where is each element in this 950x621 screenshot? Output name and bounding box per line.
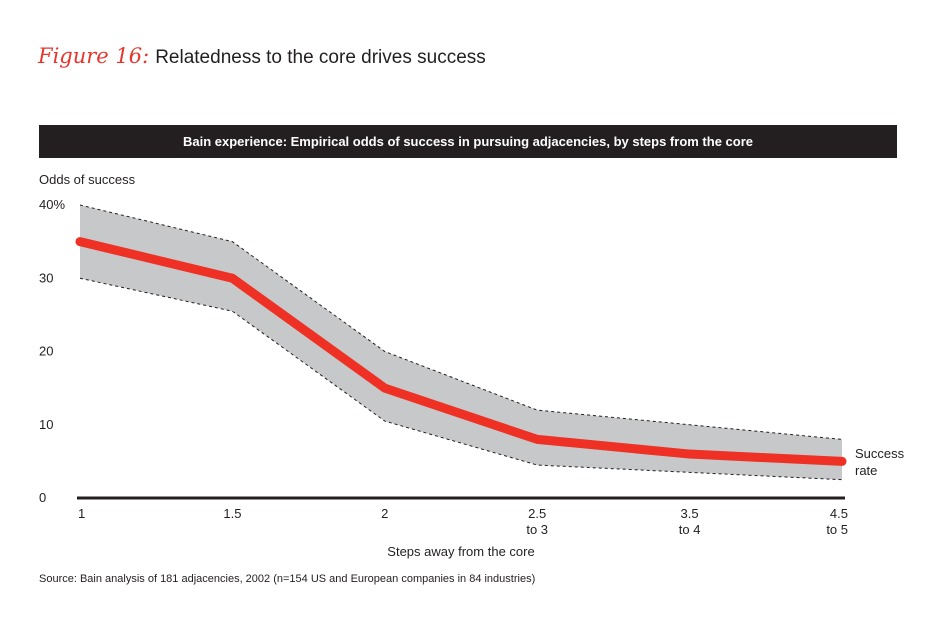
x-tick-label: 4.5 to 5 [826, 506, 848, 537]
confidence-band-layer [79, 204, 843, 481]
x-axis-label: Steps away from the core [387, 544, 534, 559]
x-tick-line: 1 [78, 506, 85, 521]
series-line-layer [75, 237, 847, 466]
x-tick-line: to 4 [679, 522, 701, 537]
x-tick-line: 4.5 [830, 506, 848, 521]
chart-banner: Bain experience: Empirical odds of succe… [39, 125, 897, 158]
series-label-line: Success [855, 446, 905, 461]
y-tick-label: 10 [39, 417, 53, 432]
x-tick-line: 2 [381, 506, 388, 521]
x-tick-label: 1 [78, 506, 85, 521]
source-note: Source: Bain analysis of 181 adjacencies… [39, 573, 536, 585]
y-tick-label: 40% [39, 197, 65, 212]
y-axis-label: Odds of success [39, 172, 136, 187]
x-tick-line: to 3 [526, 522, 548, 537]
x-tick-line: 1.5 [223, 506, 241, 521]
x-tick-line: 2.5 [528, 506, 546, 521]
y-tick-label: 30 [39, 270, 53, 285]
figure-title: Figure 16: Relatedness to the core drives… [38, 44, 486, 69]
y-tick-label: 20 [39, 344, 53, 359]
label-layer: Odds of success Steps away from the core S… [39, 172, 905, 559]
figure-number: Figure 16: [38, 44, 150, 68]
x-tick-line: 3.5 [681, 506, 699, 521]
success-rate-line [75, 237, 847, 466]
series-label-line: rate [855, 463, 877, 478]
y-tick-label: 0 [39, 490, 46, 505]
figure-heading: Relatedness to the core drives success [155, 47, 486, 68]
confidence-band [80, 205, 842, 480]
x-tick-line: to 5 [826, 522, 848, 537]
band-upper-edge [79, 204, 843, 440]
band-lower-edge [79, 277, 843, 481]
x-tick-label: 2 [381, 506, 388, 521]
series-label: Success rate [855, 446, 905, 478]
x-tick-label: 3.5 to 4 [679, 506, 701, 537]
axis-layer: 0 10 20 30 40% 1 1.5 2 2.5 to 3 3.5 to 4 4.5 to 5 [39, 197, 848, 537]
x-tick-label: 2.5 to 3 [526, 506, 548, 537]
x-tick-label: 1.5 [223, 506, 241, 521]
